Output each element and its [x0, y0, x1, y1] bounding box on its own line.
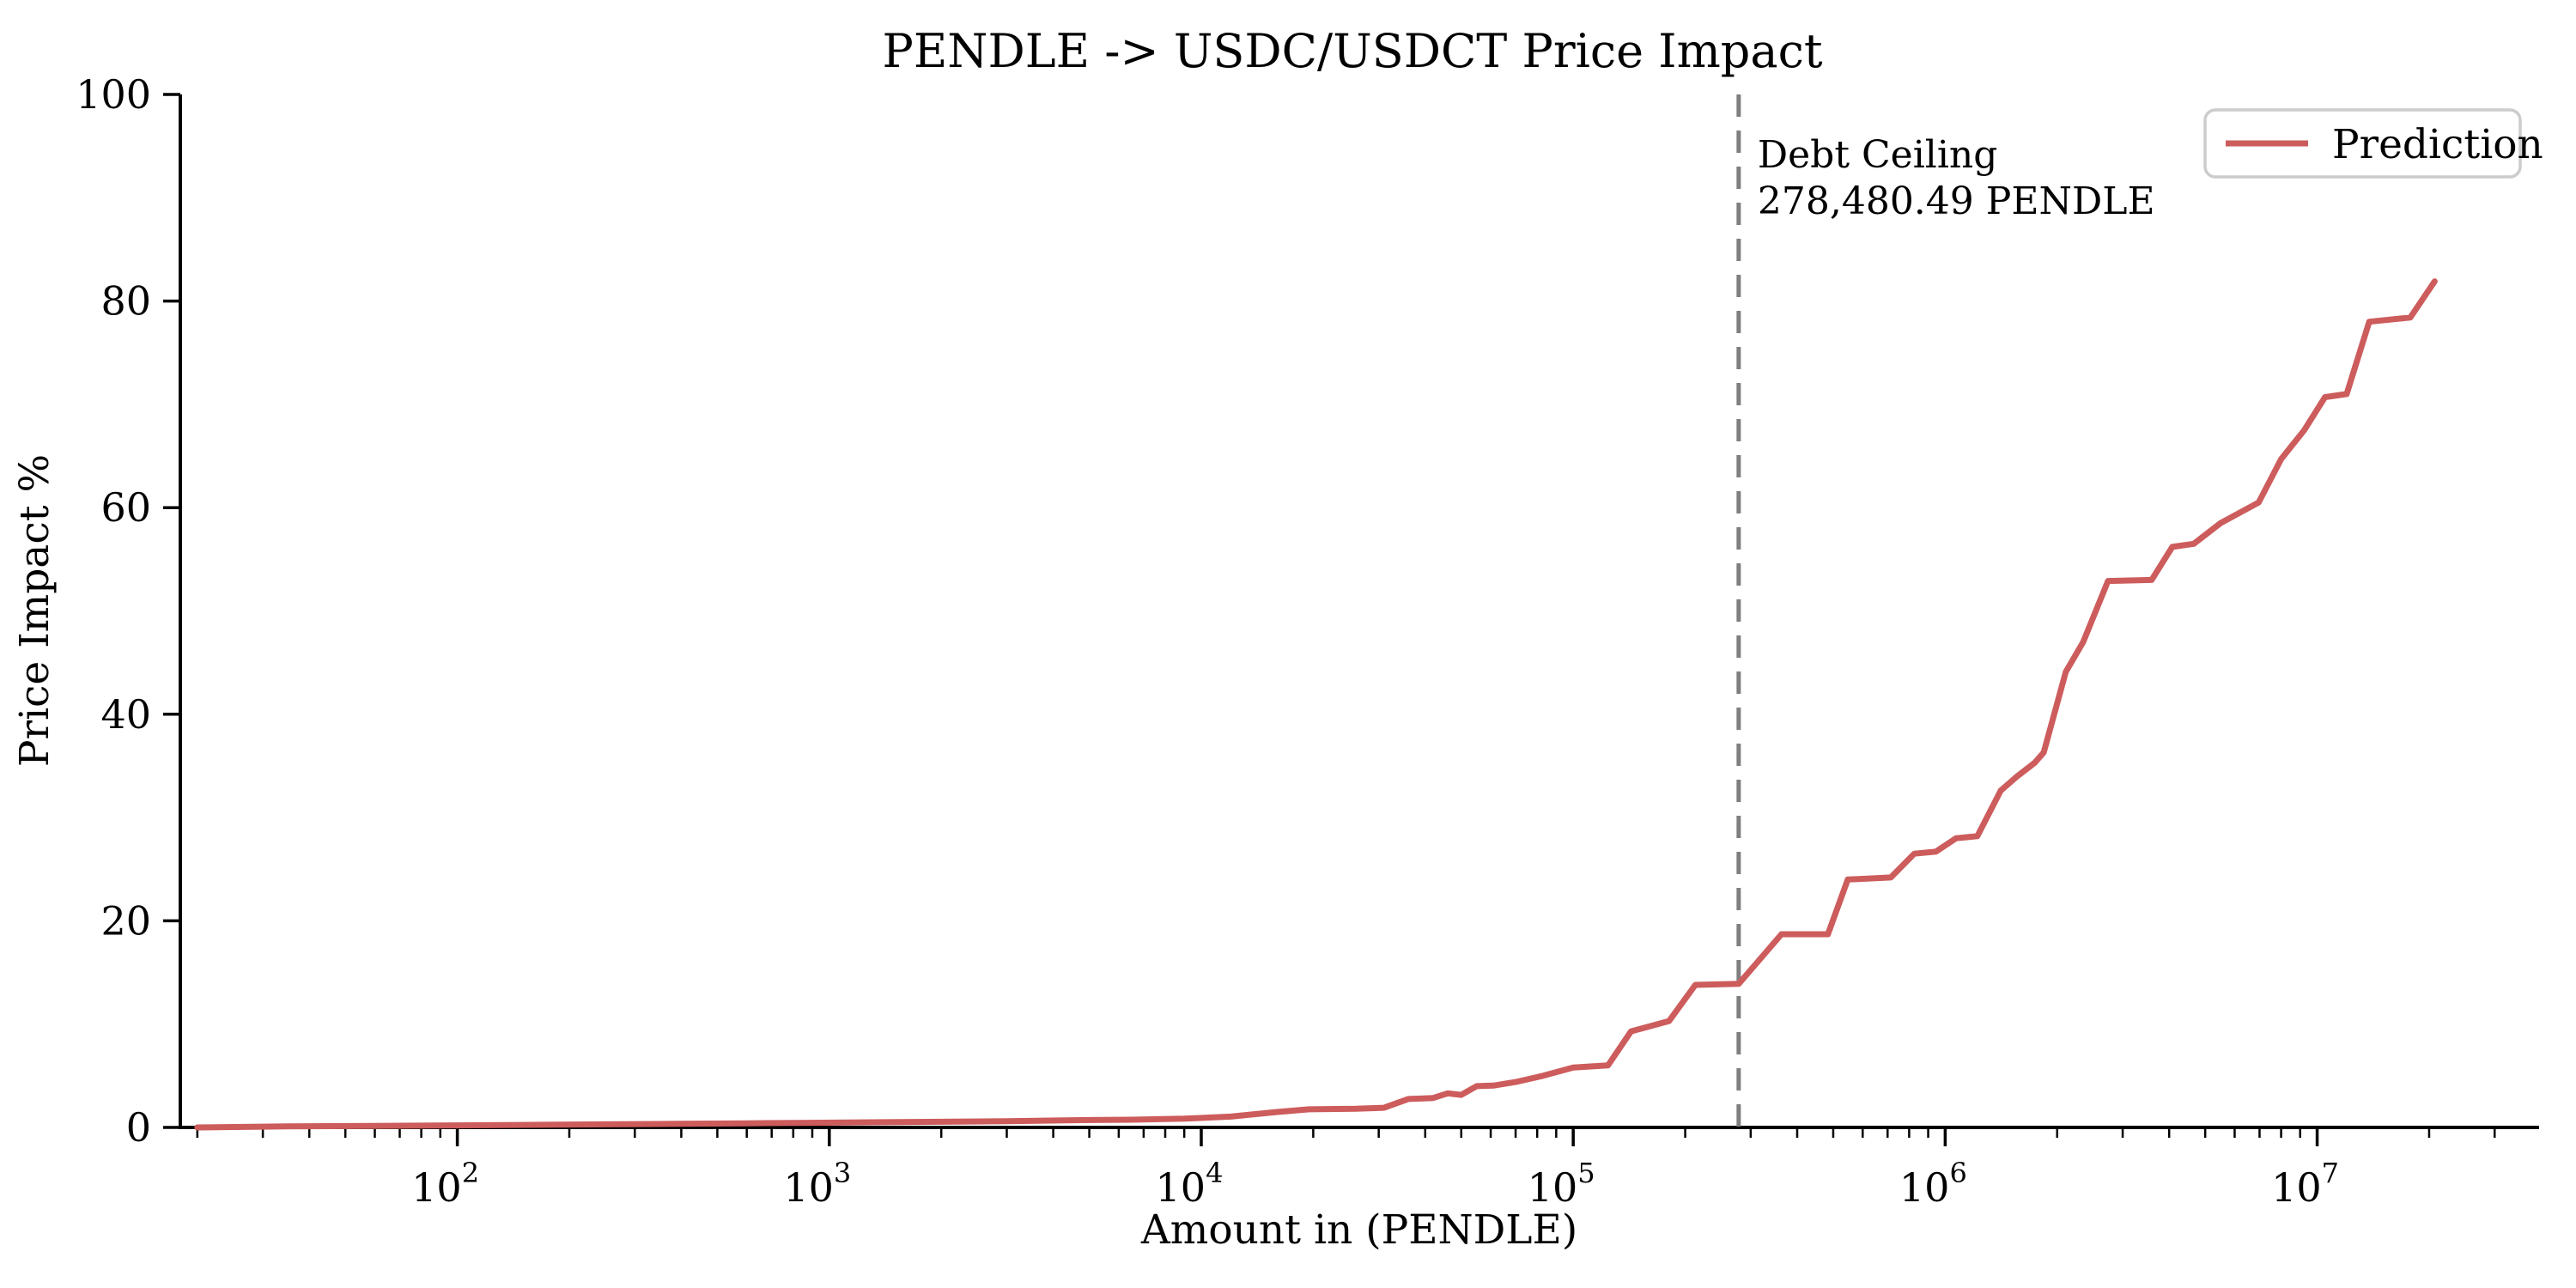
x-tick-label: 104: [1156, 1157, 1224, 1211]
y-tick-label: 60: [100, 484, 151, 531]
prediction-line: [194, 278, 2438, 1131]
chart-title: PENDLE -> USDC/USDCT Price Impact: [882, 24, 1822, 78]
y-tick-label: 40: [100, 691, 151, 738]
x-axis-label: Amount in (PENDLE): [1140, 1206, 1577, 1254]
debt-ceiling-label-line1: Debt Ceiling: [1758, 133, 1998, 177]
x-tick-label: 102: [411, 1157, 479, 1211]
y-tick-label: 0: [126, 1104, 151, 1151]
x-tick-label: 105: [1528, 1157, 1595, 1211]
debt-ceiling-label-line2: 278,480.49 PENDLE: [1758, 179, 2155, 223]
legend: Prediction: [2203, 108, 2543, 179]
x-tick-label: 107: [2271, 1157, 2339, 1211]
y-axis-label: Price Impact %: [11, 454, 58, 767]
y-tick-label: 100: [76, 71, 151, 118]
x-tick-label: 106: [1899, 1157, 1967, 1211]
x-tick-label: 103: [783, 1157, 851, 1211]
ticks-layer: 0 20 40 60 80 100 102 103 104 105 106 107: [76, 71, 2496, 1211]
y-tick-label: 20: [100, 897, 151, 944]
legend-box: [2203, 108, 2522, 179]
y-tick-label: 80: [100, 278, 151, 325]
legend-label: Prediction: [2332, 121, 2543, 168]
